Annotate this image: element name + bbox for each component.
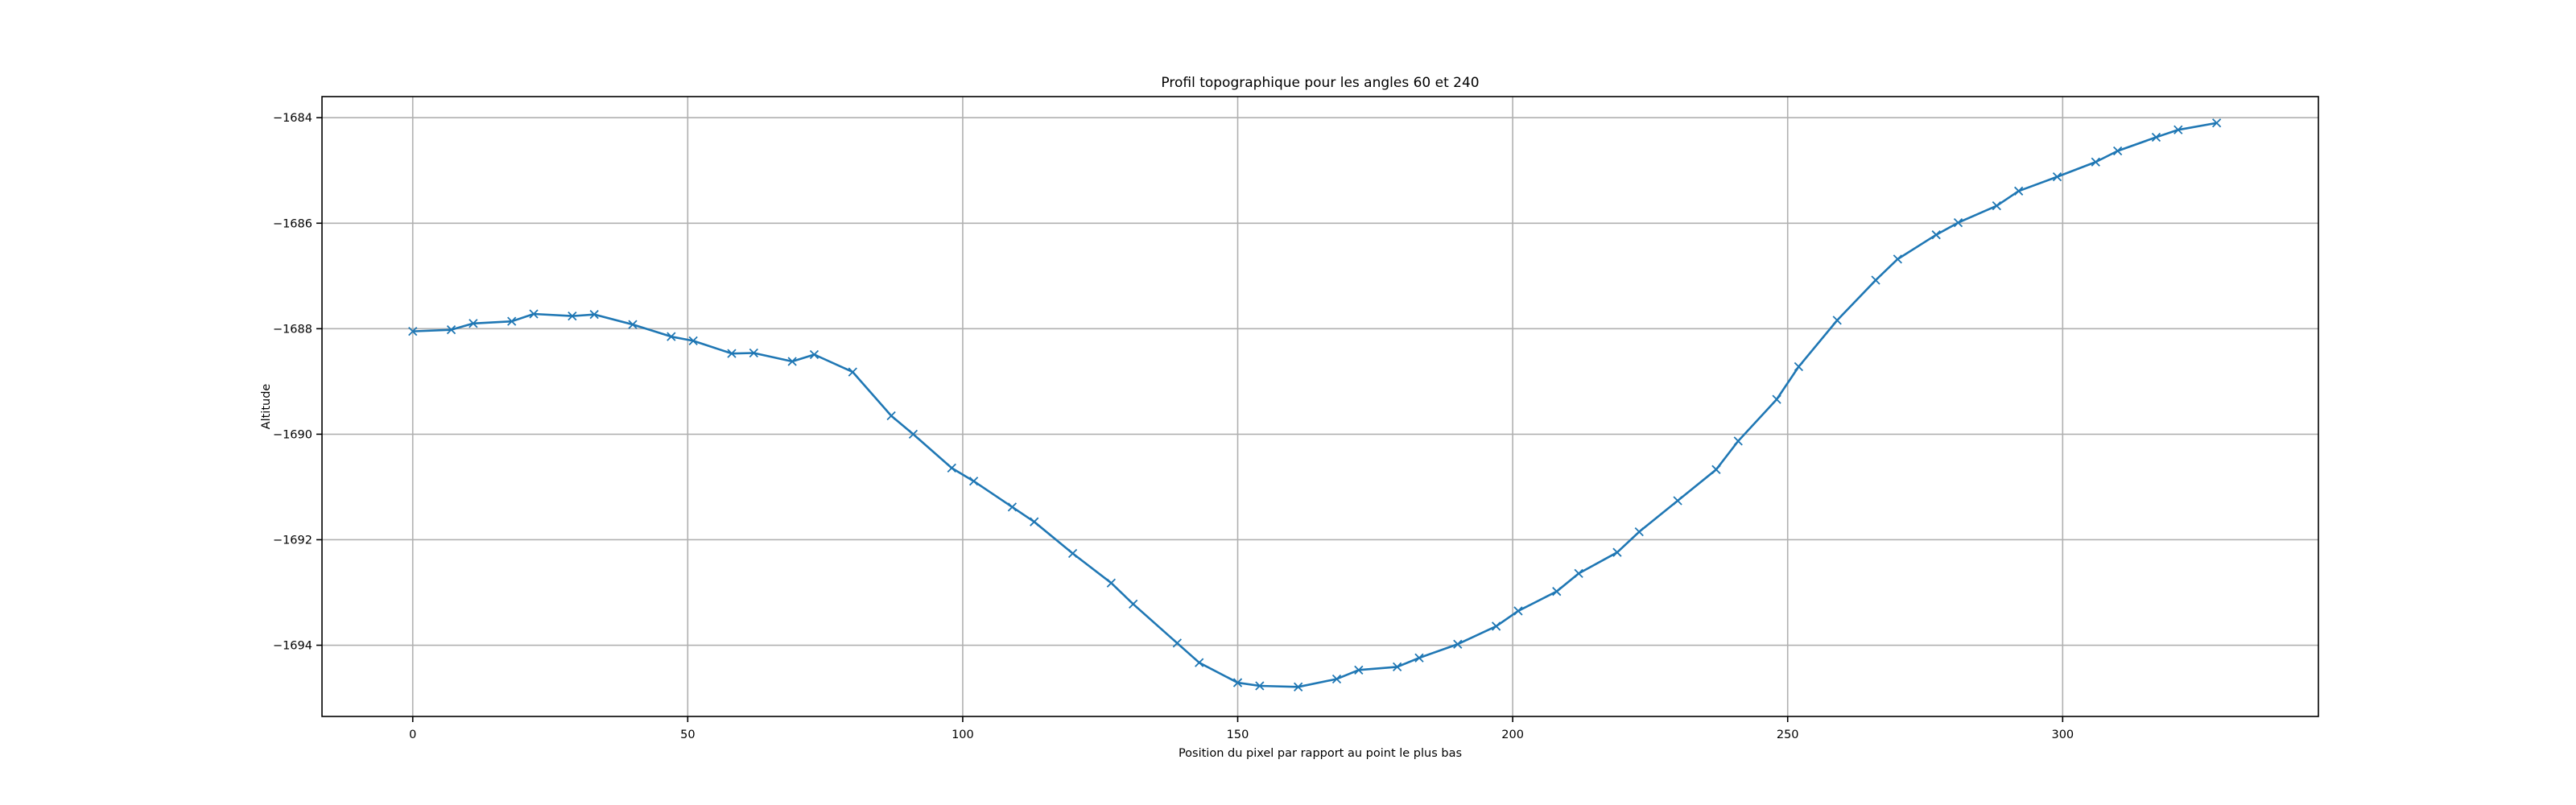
x-tick-label: 100 (952, 729, 974, 741)
data-point-marker (1552, 587, 1562, 597)
grid-layer (322, 97, 2318, 716)
data-point-marker (1414, 653, 1424, 663)
plot-frame (321, 96, 2319, 717)
y-tick-label: −1686 (273, 217, 312, 230)
y-axis-label: Altitude (260, 384, 273, 430)
data-point-marker (908, 429, 919, 440)
data-point-marker (1030, 517, 1039, 526)
series-line (412, 122, 2217, 688)
data-point-marker (1354, 665, 1364, 675)
tick-layer: 0 50 100 150 200 250 300 −1694 −1692 −1690 −1688 −1… (273, 112, 2074, 741)
data-point-marker (568, 311, 577, 321)
data-point-marker (1172, 638, 1183, 648)
data-point-marker (1634, 527, 1644, 537)
x-tick-label: 250 (1777, 729, 1799, 741)
data-point-marker (1711, 464, 1721, 474)
data-point-marker (727, 349, 737, 358)
data-point-marker (1992, 201, 2001, 211)
data-point-marker (2091, 157, 2100, 167)
x-tick-label: 50 (680, 729, 695, 741)
x-tick-label: 300 (2051, 729, 2074, 741)
y-tick-label: −1688 (273, 323, 312, 336)
data-point-marker (848, 367, 857, 377)
data-point-marker (809, 349, 819, 360)
data-point-marker (1255, 681, 1265, 691)
chart-title: Profil topographique pour les angles 60 … (1161, 75, 1479, 91)
data-point-marker (529, 309, 539, 319)
data-point-marker (1893, 254, 1902, 264)
x-tick-label: 150 (1227, 729, 1249, 741)
data-point-marker (1953, 217, 1963, 228)
data-point-marker (2174, 125, 2183, 134)
data-point-marker (2052, 171, 2062, 182)
data-point-marker (968, 477, 979, 486)
data-point-marker (589, 310, 599, 320)
data-point-marker (2151, 132, 2161, 142)
x-axis-label: Position du pixel par rapport au point l… (1179, 747, 1462, 760)
data-point-marker (628, 320, 638, 329)
data-point-marker (1794, 361, 1804, 372)
data-point-marker (1733, 436, 1743, 446)
x-tick-label: 200 (1501, 729, 1524, 741)
data-point-marker (1232, 678, 1243, 687)
data-point-marker (408, 326, 418, 336)
data-point-marker (1331, 674, 1342, 684)
data-point-marker (688, 336, 698, 346)
data-point-marker (1294, 682, 1303, 691)
data-point-marker (1871, 275, 1880, 285)
data-point-marker (1612, 547, 1622, 557)
data-point-marker (1772, 394, 1781, 404)
y-tick-label: −1690 (273, 428, 312, 441)
series-layer (408, 118, 2222, 691)
data-point-marker (1513, 606, 1523, 616)
data-point-marker (2211, 118, 2222, 128)
data-point-marker (1393, 662, 1402, 672)
data-point-marker (1491, 621, 1501, 631)
data-point-marker (469, 319, 478, 328)
y-tick-label: −1692 (273, 534, 312, 547)
data-point-marker (947, 463, 956, 473)
data-point-marker (2014, 186, 2024, 196)
y-tick-label: −1684 (273, 112, 312, 125)
data-point-marker (1574, 568, 1583, 579)
data-point-marker (1453, 639, 1463, 649)
data-point-marker (1832, 316, 1842, 325)
data-point-marker (1007, 502, 1018, 512)
data-point-marker (1129, 599, 1138, 609)
data-point-marker (1673, 496, 1682, 506)
data-point-marker (886, 411, 896, 421)
data-point-marker (749, 348, 758, 358)
data-point-marker (2112, 146, 2123, 156)
data-point-marker (667, 332, 676, 341)
data-point-marker (507, 316, 517, 326)
data-point-marker (1067, 548, 1078, 559)
y-tick-label: −1694 (273, 640, 312, 653)
data-point-marker (446, 325, 456, 335)
data-point-marker (1195, 658, 1204, 667)
data-point-marker (1931, 230, 1941, 240)
x-tick-label: 0 (409, 729, 416, 741)
data-point-marker (787, 357, 797, 366)
data-point-marker (1106, 578, 1117, 588)
